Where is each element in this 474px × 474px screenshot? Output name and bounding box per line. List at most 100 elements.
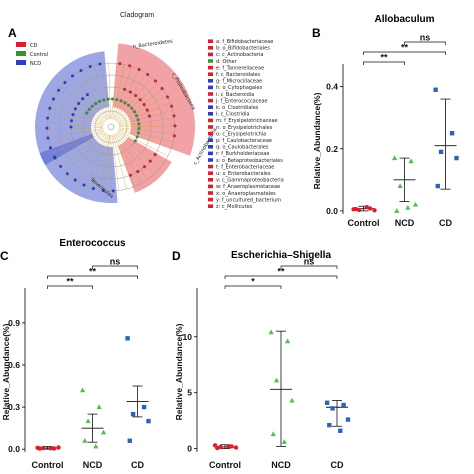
panel-d-point-control — [226, 444, 231, 449]
cladogram-node — [71, 113, 75, 117]
panel-c-letter: C — [0, 249, 9, 263]
panel-d-x-category-label: Control — [209, 460, 241, 470]
panel-b-y-label: Relative_Abundance(%) — [312, 92, 322, 189]
key-swatch — [208, 151, 213, 156]
panel-b-point-control — [372, 208, 377, 213]
cladogram-node — [88, 64, 92, 68]
key-item-label: c: c_Actinobacteria — [216, 52, 263, 58]
panel-b-y-tick-label: 0.2 — [326, 144, 338, 154]
cladogram-branch — [56, 92, 105, 123]
panel-d-point-ncd — [285, 338, 291, 344]
cladogram-title: Cladogram — [120, 12, 154, 19]
panel-b-point-control — [353, 206, 358, 212]
cladogram-node — [172, 114, 176, 118]
panel-c-point-cd — [127, 438, 132, 443]
cladogram-branch — [118, 110, 173, 126]
cladogram-branch — [78, 71, 108, 121]
panel-d-point-ncd — [270, 431, 276, 437]
cladogram-node — [127, 103, 131, 107]
cladogram-branch — [118, 130, 169, 157]
cladogram-branch — [77, 133, 108, 182]
panel-c-sig-bracket — [47, 275, 138, 279]
key-swatch — [208, 59, 213, 63]
panel-b-x-category-label: CD — [439, 218, 452, 228]
key-item-label: e: f_Tannerellaceae — [216, 65, 264, 71]
panel-d-y-label: Relative_Abundance(%) — [174, 323, 184, 420]
cladogram-branch — [103, 134, 111, 191]
cladogram-node — [130, 106, 134, 110]
panel-d-title: Escherichia–Shigella — [231, 250, 331, 261]
cladogram-branch — [115, 133, 148, 180]
cladogram-node — [137, 126, 141, 130]
panel-d-point-ncd — [268, 329, 274, 335]
cladogram-node — [119, 99, 123, 103]
cladogram-branch — [113, 66, 133, 120]
cladogram-node — [132, 110, 136, 114]
panel-b-sig-label: ns — [420, 33, 431, 43]
panel-d-sig-label: ** — [277, 267, 285, 277]
cladogram-node — [73, 107, 77, 111]
panel-b-sig-label: ** — [380, 53, 388, 63]
panel-d-point-cd — [324, 400, 330, 405]
cladogram-node — [82, 183, 86, 187]
key-swatch — [208, 72, 213, 76]
cladogram-branch — [71, 133, 107, 178]
cladogram-branch — [111, 63, 117, 120]
cladogram-node — [160, 86, 164, 90]
key-item-label: o: c_Erysipelotrichia — [216, 131, 266, 137]
cladogram-branch — [61, 86, 105, 123]
panel-c-sig-label: ** — [89, 267, 97, 277]
panel-c-sig-label: ** — [66, 277, 74, 287]
cladogram-node — [102, 98, 106, 102]
cladogram-branch — [116, 83, 158, 122]
cladogram-branch — [84, 134, 108, 186]
key-item-label: t: f_Enterobacteriaceae — [216, 164, 274, 170]
key-swatch — [208, 138, 213, 142]
cladogram-node — [145, 108, 149, 112]
panel-c-y-tick-label: 0.0 — [8, 444, 20, 454]
key-swatch — [208, 164, 213, 169]
cladogram-node — [135, 135, 139, 139]
cladogram-node — [59, 164, 63, 168]
cladogram-node — [147, 114, 151, 118]
cladogram-branch — [92, 134, 109, 189]
panel-b-point-cd — [433, 87, 438, 92]
cladogram-branch — [117, 95, 168, 124]
panel-c-point-ncd — [80, 387, 86, 393]
cladogram-branch — [115, 73, 147, 121]
panel-b-point-cd — [454, 155, 459, 161]
cladogram-branch — [47, 127, 104, 131]
key-item-label: j: f_Enterococcaceae — [215, 98, 268, 104]
panel-b-point-ncd — [394, 208, 400, 213]
legend-swatch-control — [16, 51, 26, 56]
key-swatch — [208, 184, 213, 189]
key-swatch — [208, 145, 213, 149]
panel-d-x-category-label: NCD — [271, 460, 291, 470]
panel-c-point-cd — [125, 336, 130, 341]
cladogram-node — [118, 62, 122, 66]
cladogram-branch — [48, 114, 104, 126]
panel-d-point-cd — [338, 428, 343, 433]
cladogram-branch — [99, 134, 110, 191]
cladogram-node — [79, 68, 83, 72]
legend-label-ncd: NCD — [30, 61, 41, 67]
cladogram-branch — [117, 89, 163, 123]
cladogram-branch — [47, 128, 104, 139]
panel-b-allobaculum: B Allobaculum 0.0 0.2 0.4 Relative_Abundance… — [312, 14, 459, 228]
key-item-label: b: o_Bifidobacteriales — [216, 46, 270, 52]
panel-c-y-tick-label: 0.9 — [8, 318, 20, 328]
cladogram-branch — [116, 77, 153, 121]
cladogram-node — [69, 125, 73, 129]
legend-swatch-ncd — [16, 60, 26, 65]
cladogram-node — [69, 119, 73, 123]
key-swatch — [208, 39, 213, 43]
cladogram-branch — [52, 99, 104, 124]
cladogram-node — [136, 170, 140, 174]
cladogram-node — [170, 104, 174, 108]
cladogram-branch — [72, 75, 107, 121]
panel-d-point-cd — [345, 417, 351, 422]
cladogram-branch — [85, 68, 109, 120]
cladogram-branch — [118, 127, 175, 134]
cladogram-branch — [113, 134, 135, 187]
cladogram-branch — [114, 133, 142, 184]
